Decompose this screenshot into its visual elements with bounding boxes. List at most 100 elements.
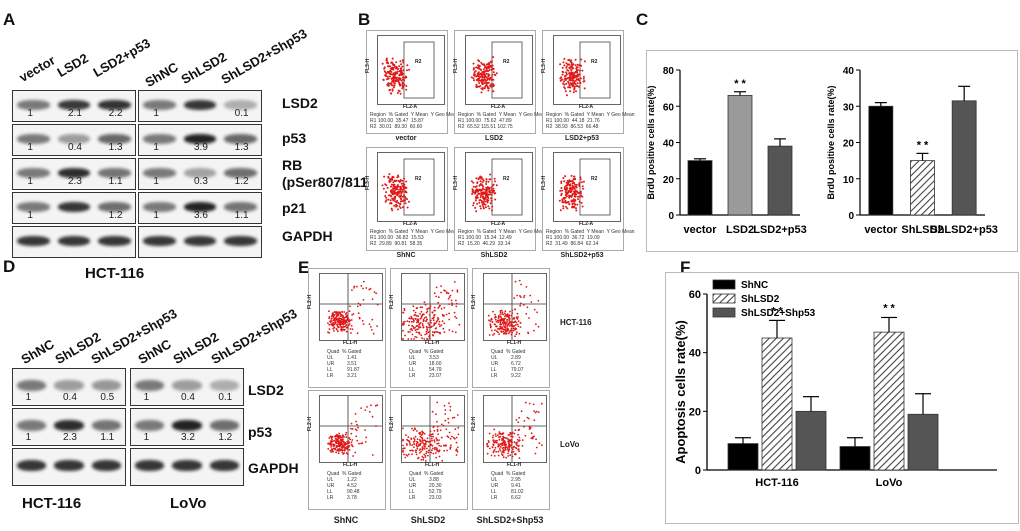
bar-ShLSD2-LoVo — [873, 331, 905, 471]
event-dot — [455, 454, 458, 456]
event-dot — [332, 312, 334, 314]
event-dot — [329, 449, 332, 452]
stats-header: Region % Gated Y Mean Y Geo Mean — [458, 229, 547, 235]
event-dot — [343, 328, 346, 331]
event-dot — [434, 327, 437, 330]
event-dot — [437, 296, 440, 299]
event-dot — [434, 448, 436, 451]
event-dot — [537, 299, 540, 302]
event-dot — [511, 309, 514, 312]
legend-label: ShNC — [741, 280, 768, 291]
event-dot — [426, 447, 428, 450]
event-dot — [512, 446, 515, 449]
event-dot — [397, 175, 400, 178]
quant-value: 1 — [27, 176, 33, 187]
event-dot — [492, 56, 495, 59]
event-dot — [403, 309, 406, 312]
event-dot — [409, 449, 412, 452]
event-dot — [371, 298, 374, 300]
event-dot — [490, 186, 493, 189]
event-dot — [388, 71, 391, 73]
event-dot — [449, 437, 452, 440]
event-dot — [360, 285, 363, 287]
y-tick-label: 60 — [663, 102, 675, 113]
gate-r2 — [491, 158, 523, 216]
event-dot — [475, 185, 478, 188]
event-dot — [492, 334, 494, 336]
event-dot — [518, 450, 520, 453]
event-dot — [473, 73, 476, 76]
event-dot — [502, 456, 505, 459]
event-dot — [395, 205, 398, 208]
event-dot — [533, 419, 536, 422]
event-dot — [470, 180, 473, 183]
event-dot — [416, 321, 418, 324]
event-dot — [327, 331, 329, 334]
brdu-flow-plot: R2 FL3-H FL2-A Region % Gated Y Mean Y Geo … — [365, 30, 459, 134]
event-dot — [534, 452, 537, 455]
event-dot — [391, 77, 394, 80]
event-dot — [494, 180, 496, 183]
event-dot — [490, 193, 493, 196]
y-tick-label: 20 — [663, 175, 675, 186]
x-axis-label: FL1-H — [343, 340, 358, 346]
event-dot — [493, 428, 496, 431]
event-dot — [488, 441, 490, 443]
event-dot — [488, 334, 491, 336]
event-dot — [520, 296, 522, 298]
event-dot — [392, 86, 395, 89]
event-dot — [415, 318, 417, 320]
event-dot — [578, 64, 581, 67]
event-dot — [503, 333, 505, 335]
event-dot — [500, 433, 502, 435]
event-dot — [405, 191, 408, 194]
event-dot — [419, 306, 422, 309]
event-dot — [537, 411, 540, 413]
bar-ShLSD2 — [910, 160, 935, 216]
quant-value: 1 — [27, 210, 33, 221]
event-dot — [472, 204, 475, 207]
event-dot — [523, 294, 526, 297]
event-dot — [393, 84, 396, 87]
event-dot — [450, 444, 452, 447]
apoptosis-flow-plot: FL2-H FL1-H Quad % Gated UL 1.22 UR 4.52 LL 90.4… — [307, 390, 386, 510]
event-dot — [349, 305, 351, 308]
event-dot — [400, 192, 403, 195]
event-dot — [350, 332, 352, 334]
event-dot — [384, 195, 387, 197]
event-dot — [436, 425, 439, 428]
event-dot — [389, 92, 392, 95]
event-dot — [579, 77, 582, 80]
event-dot — [507, 332, 510, 335]
event-dot — [494, 433, 497, 435]
event-dot — [482, 185, 485, 188]
event-dot — [514, 335, 516, 338]
event-dot — [350, 427, 352, 430]
event-dot — [438, 444, 441, 447]
lane-label-d-shnc-1: ShNC — [18, 336, 57, 367]
event-dot — [492, 183, 495, 186]
panel-d-label: D — [3, 257, 16, 276]
event-dot — [427, 331, 430, 334]
event-dot — [493, 455, 496, 457]
y-axis-label: FL3-H — [453, 175, 460, 191]
event-dot — [510, 327, 513, 330]
panel-c-label: C — [636, 10, 649, 29]
event-dot — [401, 82, 404, 85]
event-dot — [505, 332, 508, 334]
event-dot — [447, 292, 450, 295]
event-dot — [571, 184, 574, 187]
event-dot — [530, 301, 533, 303]
event-dot — [412, 325, 415, 328]
event-dot — [564, 199, 567, 202]
event-dot — [475, 79, 478, 81]
event-dot — [535, 446, 538, 449]
event-dot — [440, 445, 442, 447]
x-axis-label: FL1-H — [507, 340, 522, 346]
event-dot — [420, 442, 422, 445]
quant-value: 0.4 — [181, 392, 195, 403]
event-dot — [412, 429, 415, 432]
event-dot — [518, 440, 520, 442]
event-dot — [502, 328, 505, 331]
event-dot — [400, 63, 403, 66]
